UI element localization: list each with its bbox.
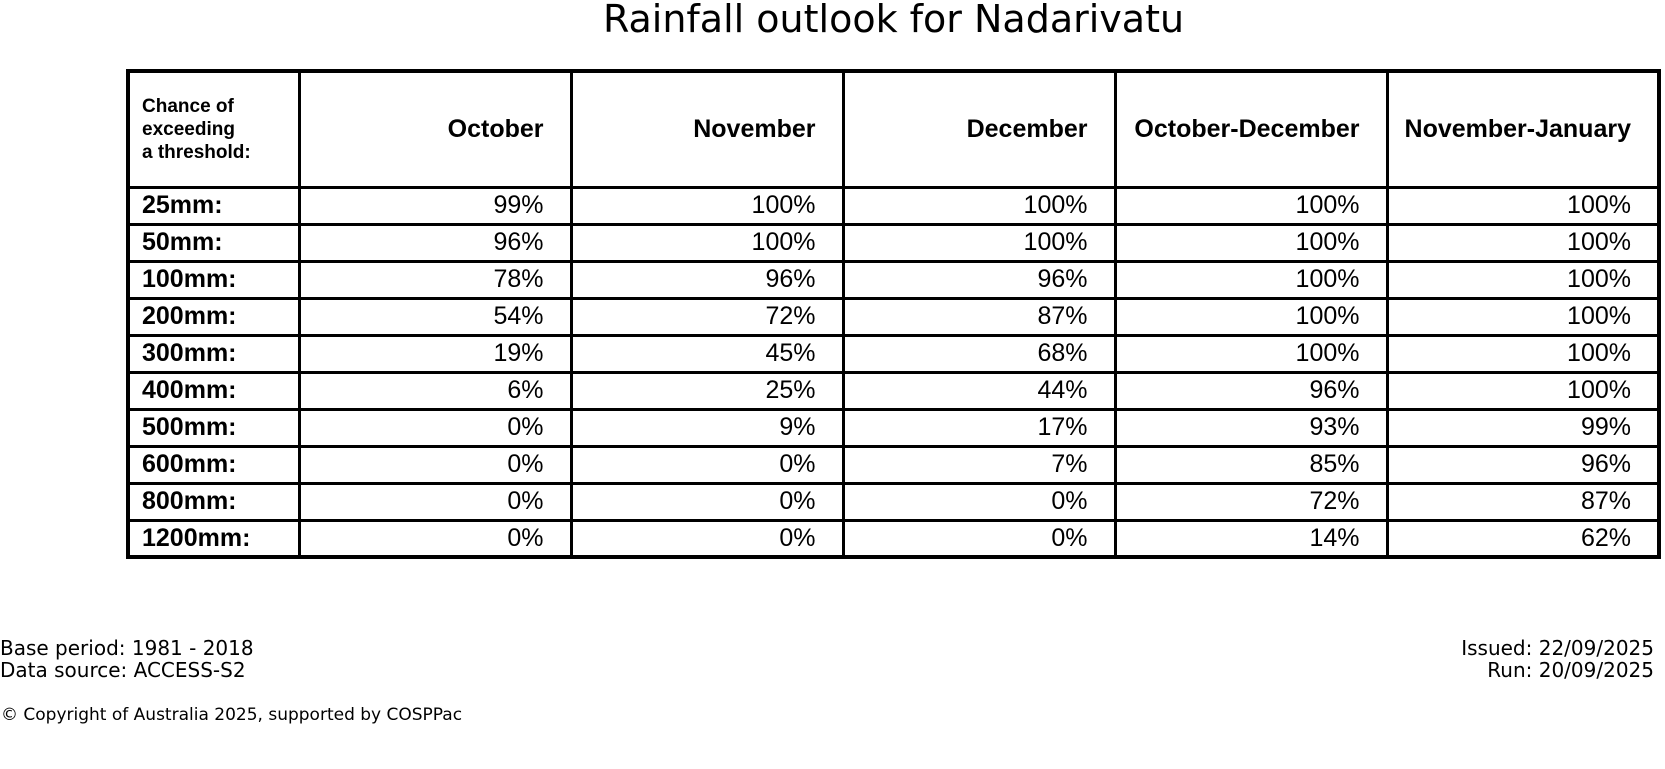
probability-cell: 100% <box>841 222 1117 263</box>
probability-cell: 0% <box>569 481 845 522</box>
table-row: 25mm: 99% 100% 100% 100% 100% <box>126 185 1661 226</box>
probability-cell: 68% <box>841 333 1117 374</box>
probability-cell: 96% <box>297 222 573 263</box>
probability-cell: 0% <box>297 407 573 448</box>
data-source-text: Data source: ACCESS-S2 <box>0 658 246 682</box>
column-header-december: December <box>841 69 1117 189</box>
table-row: 600mm: 0% 0% 7% 85% 96% <box>126 444 1661 485</box>
probability-cell: 100% <box>1385 296 1661 337</box>
probability-cell: 0% <box>569 518 845 559</box>
rainfall-probability-table: Chance of exceeding a threshold: October… <box>126 69 1661 559</box>
probability-cell: 54% <box>297 296 573 337</box>
table-row: 400mm: 6% 25% 44% 96% 100% <box>126 370 1661 411</box>
probability-cell: 0% <box>841 518 1117 559</box>
table-row: 300mm: 19% 45% 68% 100% 100% <box>126 333 1661 374</box>
probability-cell: 96% <box>841 259 1117 300</box>
probability-cell: 0% <box>297 518 573 559</box>
column-header-october-december: October-December <box>1113 69 1389 189</box>
probability-cell: 0% <box>297 481 573 522</box>
threshold-label: 1200mm: <box>126 518 301 559</box>
probability-cell: 100% <box>1385 259 1661 300</box>
probability-cell: 96% <box>569 259 845 300</box>
issued-date-text: Issued: 22/09/2025 <box>1461 636 1654 660</box>
table-row: 100mm: 78% 96% 96% 100% 100% <box>126 259 1661 300</box>
probability-cell: 100% <box>569 222 845 263</box>
table-row: 800mm: 0% 0% 0% 72% 87% <box>126 481 1661 522</box>
probability-cell: 6% <box>297 370 573 411</box>
probability-cell: 87% <box>841 296 1117 337</box>
probability-cell: 93% <box>1113 407 1389 448</box>
probability-cell: 0% <box>841 481 1117 522</box>
probability-cell: 96% <box>1113 370 1389 411</box>
threshold-label: 400mm: <box>126 370 301 411</box>
copyright-text: © Copyright of Australia 2025, supported… <box>1 705 463 725</box>
probability-cell: 0% <box>297 444 573 485</box>
probability-cell: 72% <box>1113 481 1389 522</box>
probability-cell: 7% <box>841 444 1117 485</box>
probability-cell: 25% <box>569 370 845 411</box>
probability-cell: 100% <box>1113 296 1389 337</box>
probability-cell: 99% <box>297 185 573 226</box>
probability-cell: 100% <box>1385 222 1661 263</box>
probability-cell: 100% <box>1385 370 1661 411</box>
table-row: 500mm: 0% 9% 17% 93% 99% <box>126 407 1661 448</box>
probability-cell: 14% <box>1113 518 1389 559</box>
probability-cell: 78% <box>297 259 573 300</box>
page-title: Rainfall outlook for Nadarivatu <box>602 0 1185 41</box>
corner-header-line: Chance of <box>142 95 234 117</box>
probability-cell: 100% <box>1385 333 1661 374</box>
probability-cell: 100% <box>569 185 845 226</box>
probability-cell: 100% <box>1385 185 1661 226</box>
threshold-label: 100mm: <box>126 259 301 300</box>
run-date-text: Run: 20/09/2025 <box>1487 658 1654 682</box>
probability-cell: 72% <box>569 296 845 337</box>
corner-header-line: exceeding <box>142 118 235 140</box>
probability-cell: 62% <box>1385 518 1661 559</box>
probability-cell: 87% <box>1385 481 1661 522</box>
footer-left: Base period: 1981 - 2018 Data source: AC… <box>0 637 254 681</box>
probability-cell: 100% <box>1113 333 1389 374</box>
column-header-november: November <box>569 69 845 189</box>
threshold-label: 50mm: <box>126 222 301 263</box>
probability-cell: 100% <box>841 185 1117 226</box>
probability-cell: 0% <box>569 444 845 485</box>
threshold-label: 300mm: <box>126 333 301 374</box>
threshold-label: 200mm: <box>126 296 301 337</box>
table-row: 200mm: 54% 72% 87% 100% 100% <box>126 296 1661 337</box>
probability-cell: 17% <box>841 407 1117 448</box>
probability-cell: 99% <box>1385 407 1661 448</box>
probability-cell: 45% <box>569 333 845 374</box>
threshold-label: 500mm: <box>126 407 301 448</box>
probability-cell: 100% <box>1113 259 1389 300</box>
table-row: 1200mm: 0% 0% 0% 14% 62% <box>126 518 1661 559</box>
column-header-october: October <box>297 69 573 189</box>
probability-cell: 96% <box>1385 444 1661 485</box>
threshold-label: 800mm: <box>126 481 301 522</box>
probability-cell: 44% <box>841 370 1117 411</box>
probability-cell: 100% <box>1113 185 1389 226</box>
probability-cell: 100% <box>1113 222 1389 263</box>
table-body: 25mm: 99% 100% 100% 100% 100% 50mm: 96% 100% 100%… <box>126 185 1661 559</box>
column-header-november-january: November-January <box>1385 69 1661 189</box>
threshold-label: 25mm: <box>126 185 301 226</box>
table-header-row: Chance of exceeding a threshold: October… <box>126 69 1661 189</box>
footer-right: Issued: 22/09/2025 Run: 20/09/2025 <box>1461 637 1654 681</box>
threshold-label: 600mm: <box>126 444 301 485</box>
base-period-text: Base period: 1981 - 2018 <box>0 636 254 660</box>
corner-header-line: a threshold: <box>142 141 251 163</box>
probability-cell: 19% <box>297 333 573 374</box>
corner-header: Chance of exceeding a threshold: <box>126 69 301 189</box>
table-row: 50mm: 96% 100% 100% 100% 100% <box>126 222 1661 263</box>
probability-cell: 85% <box>1113 444 1389 485</box>
probability-cell: 9% <box>569 407 845 448</box>
